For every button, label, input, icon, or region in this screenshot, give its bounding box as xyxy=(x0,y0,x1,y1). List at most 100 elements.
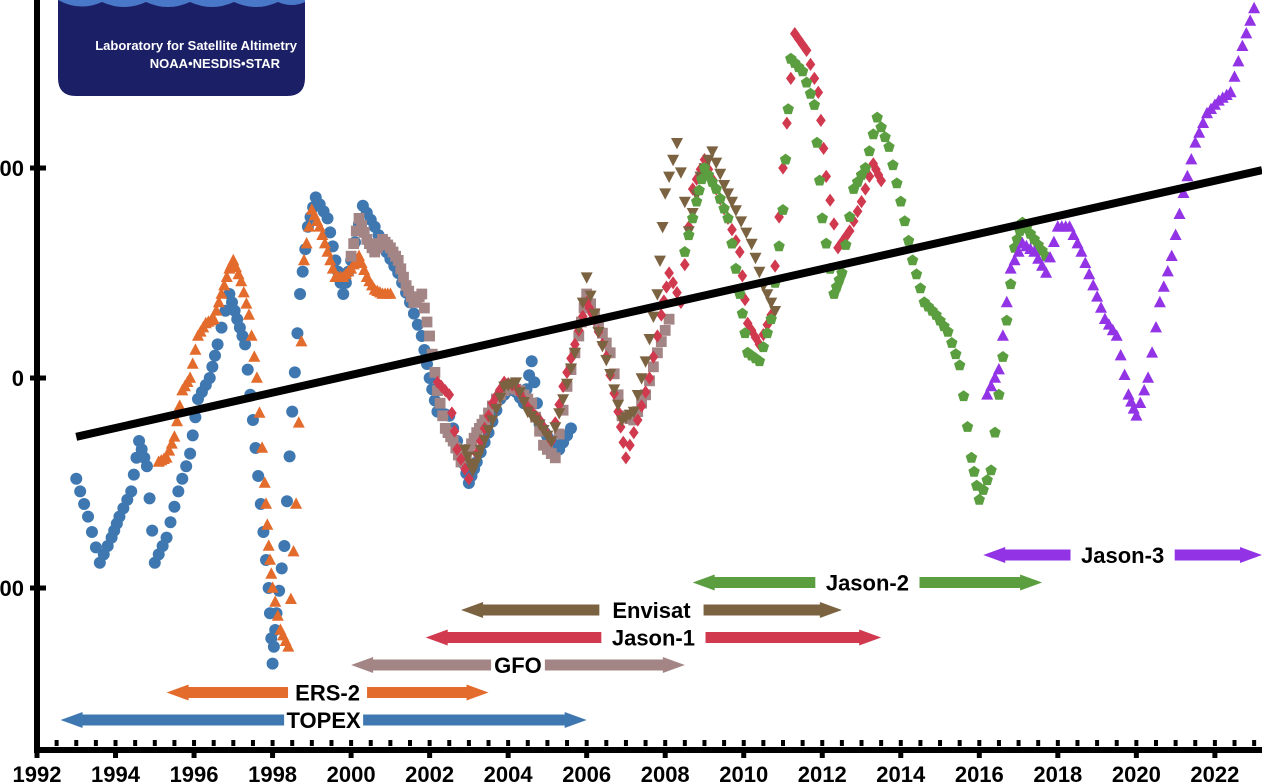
data-point-jason-3 xyxy=(1032,252,1045,264)
data-point-jason-2 xyxy=(690,195,703,207)
data-point-ers-2 xyxy=(316,228,329,240)
data-point-jason-3 xyxy=(1181,169,1194,182)
data-point-envisat xyxy=(714,168,727,181)
data-point-gfo xyxy=(416,288,428,300)
data-point-jason-2 xyxy=(710,183,722,194)
data-point-topex xyxy=(125,485,138,498)
x-tick-label: 2016 xyxy=(955,762,1004,784)
data-point-jason-1 xyxy=(449,424,460,438)
data-point-topex xyxy=(219,304,232,317)
data-point-jason-2 xyxy=(840,239,852,250)
data-point-jason-1 xyxy=(813,85,824,99)
data-point-ers-2 xyxy=(253,406,266,418)
mission-label-jason-2: Jason-2 xyxy=(826,571,909,596)
data-point-topex xyxy=(252,470,265,482)
data-point-ers-2 xyxy=(171,414,183,427)
data-point-topex xyxy=(184,447,197,460)
data-point-jason-1 xyxy=(644,371,655,385)
data-point-jason-2 xyxy=(1001,314,1013,326)
mission-arrow-right-jason-3 xyxy=(1174,547,1262,563)
data-point-envisat xyxy=(726,196,738,209)
data-point-topex xyxy=(286,405,299,418)
trend-line-group xyxy=(75,166,1262,441)
data-point-jason-3 xyxy=(1185,153,1198,165)
data-point-topex xyxy=(528,376,541,389)
data-point-jason-1 xyxy=(668,276,678,290)
data-point-jason-2 xyxy=(820,237,832,249)
data-point-envisat xyxy=(549,422,562,434)
y-tick-label: 00 xyxy=(0,156,24,181)
data-point-envisat xyxy=(612,399,625,412)
data-point-envisat xyxy=(678,196,691,209)
data-point-envisat xyxy=(596,341,609,353)
data-point-jason-1 xyxy=(750,330,761,344)
data-point-jason-2 xyxy=(736,307,749,319)
data-point-jason-1 xyxy=(740,293,750,307)
data-point-jason-2 xyxy=(968,465,980,477)
data-point-topex xyxy=(164,516,177,529)
data-point-ers-2 xyxy=(321,245,334,257)
data-point-jason-2 xyxy=(859,162,872,173)
data-point-ers-2 xyxy=(248,350,261,362)
x-tick-label: 1992 xyxy=(13,762,62,784)
data-point-jason-3 xyxy=(1004,262,1017,274)
data-point-jason-2 xyxy=(714,192,726,204)
data-point-topex xyxy=(143,492,156,505)
x-tick-label: 2022 xyxy=(1190,762,1239,784)
data-point-jason-3 xyxy=(1083,267,1096,280)
data-point-topex xyxy=(180,460,193,473)
data-point-jason-2 xyxy=(773,240,785,252)
data-point-jason-3 xyxy=(1240,27,1253,39)
data-point-jason-3 xyxy=(1193,126,1206,138)
data-point-jason-1 xyxy=(613,405,623,419)
data-point-jason-2 xyxy=(796,65,809,77)
data-point-envisat xyxy=(722,188,734,200)
data-point-ers-2 xyxy=(184,371,197,383)
data-point-ers-2 xyxy=(290,497,303,509)
data-point-topex xyxy=(186,429,199,442)
data-point-topex xyxy=(78,498,91,510)
data-point-jason-3 xyxy=(989,371,1001,383)
data-point-envisat xyxy=(654,255,666,267)
data-point-jason-2 xyxy=(997,351,1009,362)
data-point-ers-2 xyxy=(218,279,231,291)
data-point-envisat xyxy=(490,404,503,416)
data-point-jason-1 xyxy=(558,379,568,393)
data-point-envisat xyxy=(576,297,589,309)
data-point-topex xyxy=(239,338,252,351)
data-point-envisat xyxy=(478,434,491,447)
data-point-topex xyxy=(296,265,309,278)
data-point-envisat xyxy=(740,227,753,239)
data-point-jason-3 xyxy=(1142,371,1155,383)
data-point-gfo xyxy=(663,313,675,325)
data-point-topex xyxy=(275,562,288,575)
data-point-jason-1 xyxy=(664,266,674,280)
data-point-jason-2 xyxy=(683,229,695,241)
data-point-ers-2 xyxy=(163,444,176,456)
data-point-envisat xyxy=(557,394,570,406)
data-point-jason-2 xyxy=(891,177,903,189)
data-point-jason-2 xyxy=(973,493,985,505)
x-tick-label: 1998 xyxy=(248,762,297,784)
data-point-jason-3 xyxy=(1008,253,1021,266)
data-point-envisat xyxy=(627,406,640,419)
data-point-ers-2 xyxy=(189,343,202,355)
data-point-ers-2 xyxy=(237,286,250,298)
data-point-envisat xyxy=(486,415,499,427)
data-point-envisat xyxy=(729,205,742,217)
data-point-topex xyxy=(146,524,159,537)
data-point-topex xyxy=(564,422,577,435)
data-point-jason-1 xyxy=(456,452,466,466)
data-point-jason-1 xyxy=(566,351,576,365)
data-point-jason-2 xyxy=(1005,278,1017,290)
data-point-jason-2 xyxy=(811,136,823,148)
x-tick-label: 2018 xyxy=(1033,762,1082,784)
data-point-envisat xyxy=(545,436,558,448)
data-point-topex xyxy=(411,318,424,331)
data-point-ers-2 xyxy=(186,357,199,369)
data-point-envisat xyxy=(753,266,766,279)
data-point-ers-2 xyxy=(212,295,225,308)
data-point-ers-2 xyxy=(292,416,305,428)
data-point-jason-3 xyxy=(1063,220,1076,232)
